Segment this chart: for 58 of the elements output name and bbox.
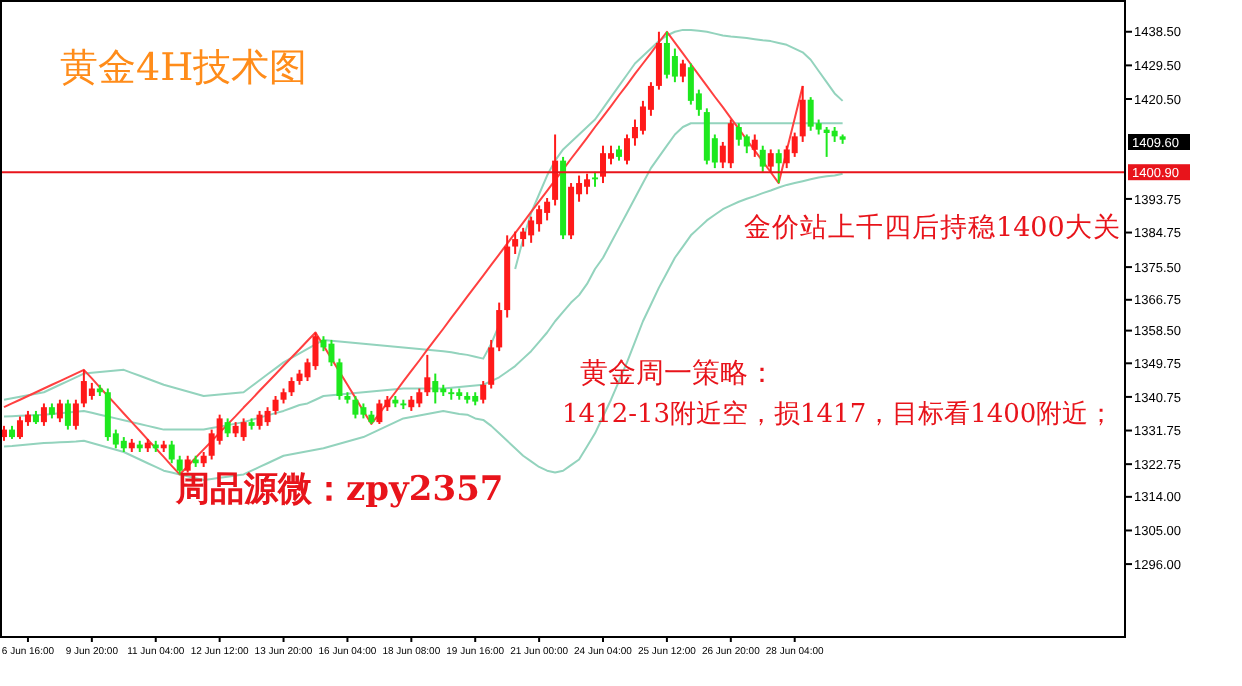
candlestick [424,353,431,397]
candlestick [791,131,798,158]
candlestick [783,144,790,170]
candlestick [743,133,750,155]
annotation: 周品源微：zpy2357 [174,470,504,510]
candlestick [176,454,183,476]
candlestick [727,118,734,170]
candlestick [416,387,423,409]
candlestick [623,133,630,166]
candlestick [224,417,231,439]
candlestick [40,402,47,427]
candlestick [584,172,591,196]
candlestick [104,387,111,442]
line-series [3,30,804,476]
text: 黄金4H技术图 [60,46,308,90]
candlestick [80,368,87,409]
annotation: 黄金周一策略： [580,358,776,390]
candlestick [72,398,79,431]
candlestick [671,47,678,84]
candlestick [16,415,23,440]
candlestick [352,394,359,420]
candlestick [496,301,503,353]
candlestick [807,96,814,132]
candlestick [64,398,71,431]
candlestick [544,196,551,222]
candlestick [240,417,247,442]
candlestick [376,398,383,425]
candlestick [552,133,559,207]
candlestick [600,144,607,185]
candlestick [168,439,175,465]
candlestick [735,122,742,147]
candlestick [663,30,670,80]
candlestick [679,58,686,84]
candlestick [432,372,439,405]
candlestick [536,204,543,233]
candlestick [528,215,535,244]
candlestick [328,338,335,368]
candlestick [751,133,758,158]
annotation: 金价站上千四后持稳1400大关 [744,212,1121,244]
candlestick [488,338,495,390]
candlestick [799,84,806,143]
candlestick [312,331,319,371]
candlestick [480,380,487,405]
candlestick [520,226,527,248]
candlestick [775,148,782,185]
candlestick [256,409,263,431]
candlestick [655,30,662,91]
candlestick [512,230,519,256]
candlestick [272,394,279,416]
candlestick [264,406,271,427]
annotation: 1412-13附近空，损1417，目标看1400附近； [562,400,1115,430]
candlestick [759,144,766,173]
candlestick [288,376,295,397]
candlestick [767,148,774,173]
candlestick [687,62,694,106]
candlestick [823,126,830,158]
candlestick [56,398,63,424]
candlestick [336,357,343,401]
